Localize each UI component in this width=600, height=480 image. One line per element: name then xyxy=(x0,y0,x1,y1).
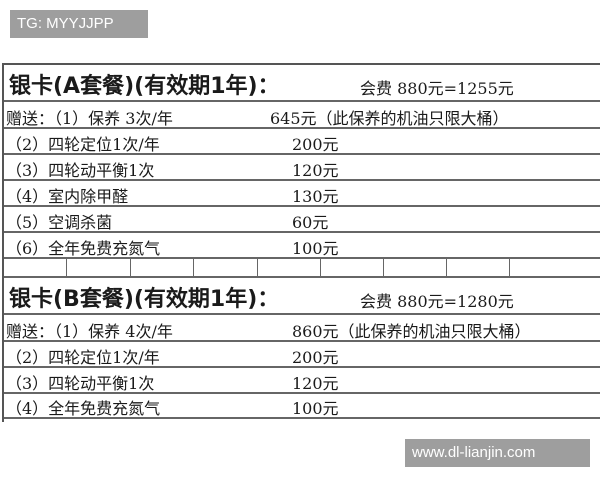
card-a-gift-label: 赠送：（1）保养 3次/年 xyxy=(6,109,173,128)
card-b-title: 银卡(B套餐)(有效期1年)： xyxy=(9,287,280,312)
grid-line xyxy=(66,257,67,276)
grid-line xyxy=(193,257,194,276)
divider xyxy=(4,417,600,419)
card-b-gift-value: 860元（此保养的机油只限大桶） xyxy=(292,322,531,341)
list-item: （2）四轮定位1次/年 xyxy=(6,348,160,367)
list-item: （2）四轮定位1次/年 xyxy=(6,135,160,154)
divider xyxy=(4,127,600,129)
card-a-gift-value: 645元（此保养的机油只限大桶） xyxy=(270,109,509,128)
divider xyxy=(4,100,600,102)
item-price: 200元 xyxy=(292,135,339,154)
divider xyxy=(4,366,600,368)
divider xyxy=(4,205,600,207)
list-item: （4）室内除甲醛 xyxy=(6,187,129,206)
item-price: 130元 xyxy=(292,187,339,206)
item-price: 120元 xyxy=(292,374,339,393)
grid-line xyxy=(257,257,258,276)
list-item: （5）空调杀菌 xyxy=(6,213,113,232)
list-item: （4）全年免费充氮气 xyxy=(6,399,161,418)
list-item: （3）四轮动平衡1次 xyxy=(6,161,155,180)
grid-line xyxy=(446,257,447,276)
list-item: （3）四轮动平衡1次 xyxy=(6,374,155,393)
card-b-gift-label: 赠送：（1）保养 4次/年 xyxy=(6,322,173,341)
item-price: 200元 xyxy=(292,348,339,367)
divider xyxy=(4,179,600,181)
grid-line xyxy=(320,257,321,276)
divider xyxy=(4,276,600,278)
item-price: 100元 xyxy=(292,399,339,418)
divider xyxy=(4,231,600,233)
list-item: （6）全年免费充氮气 xyxy=(6,239,161,258)
price-table: 银卡(A套餐)(有效期1年)： 会费 880元=1255元 赠送：（1）保养 3… xyxy=(2,63,600,422)
watermark-bottom: www.dl-lianjin.com xyxy=(405,439,590,467)
watermark-top: TG: MYYJJPP xyxy=(10,10,148,38)
grid-line xyxy=(383,257,384,276)
item-price: 120元 xyxy=(292,161,339,180)
item-price: 60元 xyxy=(292,213,329,232)
card-b-fee: 会费 880元=1280元 xyxy=(360,292,514,311)
divider xyxy=(4,313,600,315)
card-a-fee: 会费 880元=1255元 xyxy=(360,79,514,98)
grid-line xyxy=(509,257,510,276)
item-price: 100元 xyxy=(292,239,339,258)
divider xyxy=(4,392,600,394)
grid-line xyxy=(130,257,131,276)
divider xyxy=(4,340,600,342)
divider xyxy=(4,153,600,155)
card-a-title: 银卡(A套餐)(有效期1年)： xyxy=(9,74,280,99)
divider xyxy=(4,257,600,259)
